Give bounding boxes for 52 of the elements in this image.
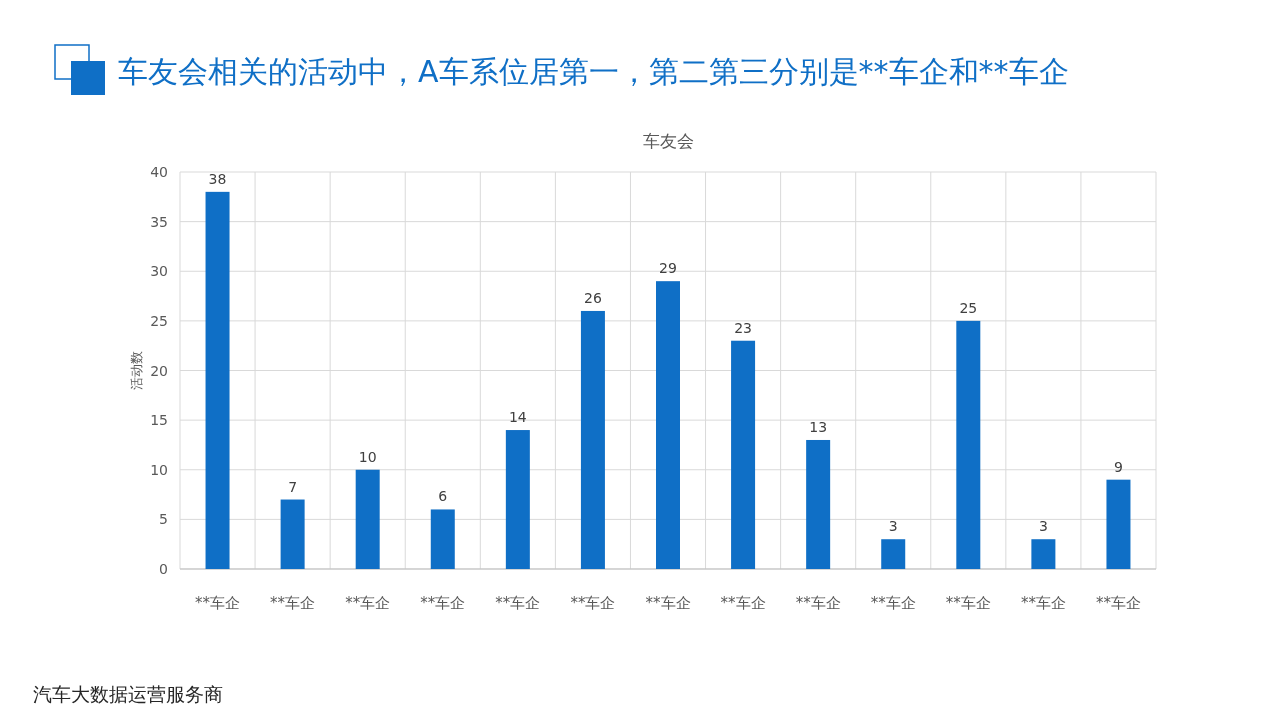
data-label: 3 [1038, 518, 1048, 535]
data-label: 9 [1114, 458, 1123, 475]
x-tick-label: **车企 [195, 594, 241, 612]
data-label: 25 [959, 299, 978, 316]
x-tick-label: **车企 [420, 594, 466, 612]
bar [1106, 479, 1131, 569]
data-label: 10 [358, 448, 377, 465]
data-label: 3 [888, 518, 898, 535]
data-label: 13 [809, 418, 828, 435]
data-label: 29 [659, 260, 677, 277]
x-tick-label: **车企 [720, 594, 766, 612]
y-tick-label: 35 [150, 213, 168, 230]
y-tick-label: 5 [159, 511, 168, 528]
x-tick-label: **车企 [270, 594, 316, 612]
x-tick-label: **车企 [1020, 594, 1066, 612]
x-tick-label: **车企 [345, 594, 391, 612]
y-axis-title: 活动数 [129, 351, 144, 390]
bar [806, 439, 831, 569]
bar [656, 281, 680, 569]
data-label: 38 [208, 170, 227, 187]
data-label: 26 [584, 289, 602, 306]
y-tick-label: 25 [150, 312, 168, 329]
x-tick-label: **车企 [870, 594, 916, 612]
bar [505, 430, 530, 569]
data-label: 6 [438, 488, 448, 505]
bar [280, 499, 305, 569]
bar [731, 340, 756, 569]
x-tick-label: **车企 [495, 594, 541, 612]
data-label: 7 [288, 478, 298, 495]
x-tick-label: **车企 [1095, 594, 1141, 612]
y-tick-label: 10 [150, 461, 168, 478]
x-tick-label: **车企 [645, 594, 691, 612]
y-tick-label: 30 [150, 263, 168, 280]
y-tick-label: 15 [150, 412, 168, 429]
bar [430, 509, 455, 569]
bar [956, 320, 981, 569]
y-tick-label: 40 [150, 164, 168, 180]
bar [355, 469, 380, 569]
x-tick-label: **车企 [795, 594, 841, 612]
bar [881, 539, 906, 569]
bar [1031, 539, 1056, 569]
y-tick-label: 0 [159, 561, 168, 577]
x-tick-label: **车企 [570, 594, 616, 612]
x-tick-label: **车企 [945, 594, 991, 612]
text: 汽车大数据运营服务商 [33, 683, 223, 705]
data-label: 14 [508, 409, 527, 426]
chart-title: 车友会相关的活动中，A车系位居第一，第二第三分别是**车企和**车企 [118, 54, 1069, 89]
y-tick-label: 20 [150, 362, 168, 379]
bar [205, 191, 230, 569]
bar [580, 310, 605, 569]
chart-subtitle: 车友会 [642, 131, 694, 151]
data-label: 23 [734, 319, 752, 336]
